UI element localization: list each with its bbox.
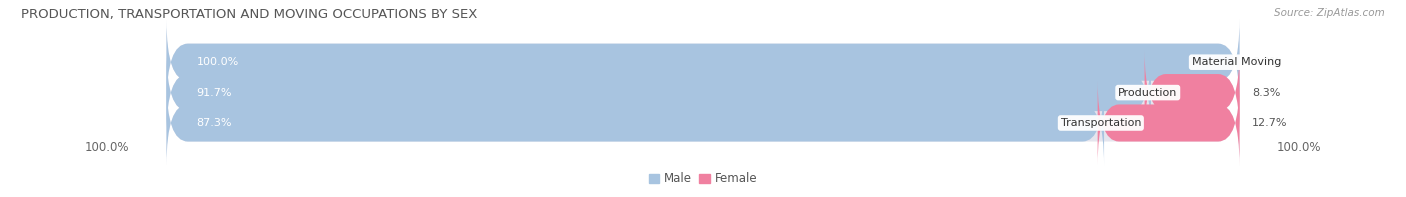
FancyBboxPatch shape (166, 50, 1152, 135)
Text: Material Moving: Material Moving (1192, 57, 1281, 67)
Text: 0.0%: 0.0% (1253, 57, 1281, 67)
FancyBboxPatch shape (166, 81, 1104, 165)
Text: Source: ZipAtlas.com: Source: ZipAtlas.com (1274, 8, 1385, 18)
FancyBboxPatch shape (166, 81, 1240, 165)
FancyBboxPatch shape (1098, 81, 1240, 165)
FancyBboxPatch shape (166, 20, 1240, 104)
FancyBboxPatch shape (1144, 50, 1240, 135)
FancyBboxPatch shape (166, 20, 1240, 104)
Text: 100.0%: 100.0% (84, 141, 129, 154)
FancyBboxPatch shape (166, 50, 1240, 135)
Text: 91.7%: 91.7% (197, 88, 232, 98)
Text: 8.3%: 8.3% (1253, 88, 1281, 98)
Text: 12.7%: 12.7% (1253, 118, 1288, 128)
Text: 100.0%: 100.0% (1277, 141, 1322, 154)
Text: PRODUCTION, TRANSPORTATION AND MOVING OCCUPATIONS BY SEX: PRODUCTION, TRANSPORTATION AND MOVING OC… (21, 8, 478, 21)
Text: 100.0%: 100.0% (197, 57, 239, 67)
Text: 87.3%: 87.3% (197, 118, 232, 128)
Text: Transportation: Transportation (1060, 118, 1142, 128)
Text: Production: Production (1118, 88, 1177, 98)
Legend: Male, Female: Male, Female (644, 168, 762, 190)
